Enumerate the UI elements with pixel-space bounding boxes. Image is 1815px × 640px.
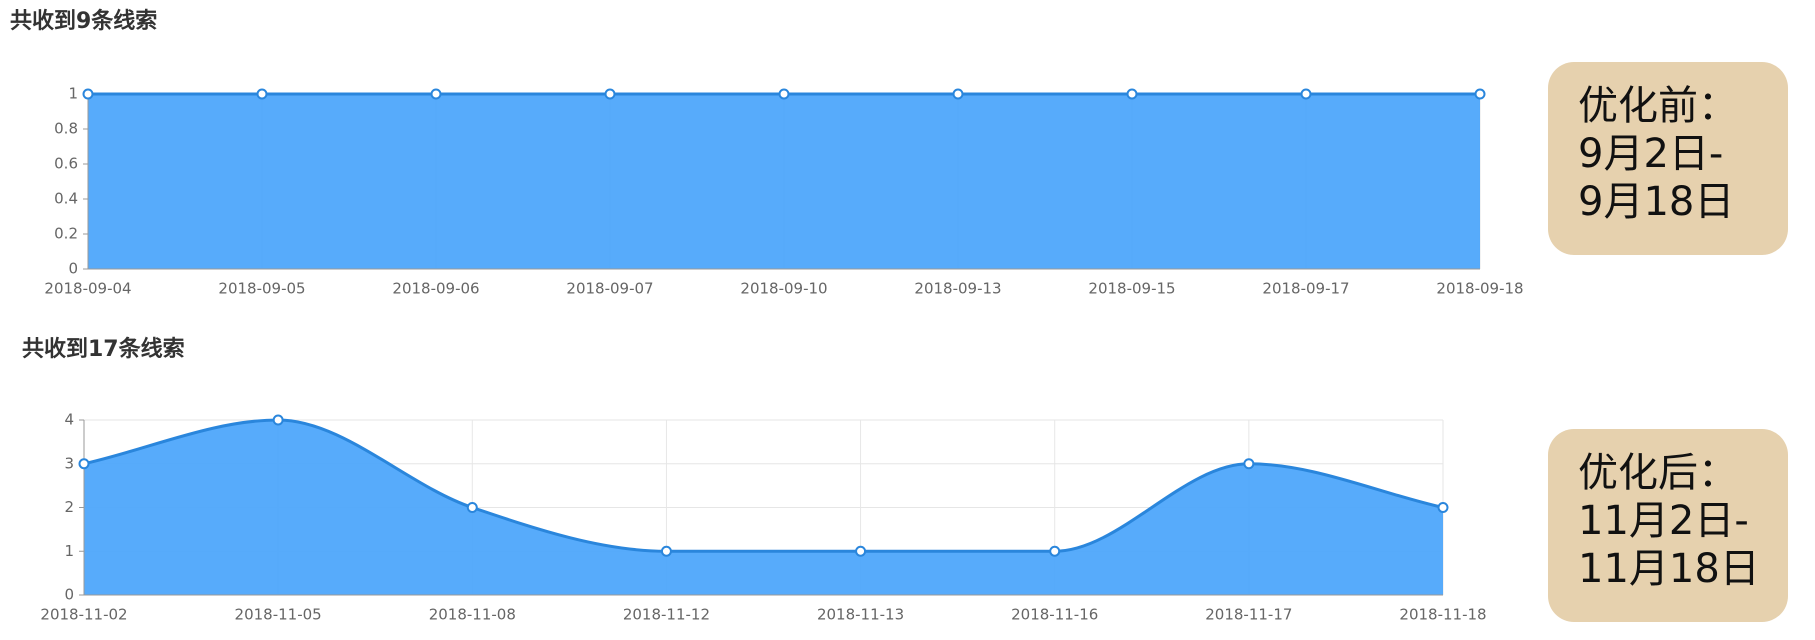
x-tick-label: 2018-09-06 [392,280,479,298]
note-line: 9月2日- [1578,131,1724,177]
x-tick-label: 2018-11-17 [1205,606,1292,624]
note-line: 11月2日- [1578,498,1749,544]
y-tick-label: 0.8 [54,120,78,138]
y-tick-label: 0 [68,260,78,278]
y-tick-label: 1 [68,85,78,103]
y-tick-label: 0 [64,586,74,604]
x-tick-label: 2018-11-16 [1011,606,1098,624]
y-tick-label: 0.2 [54,225,78,243]
x-tick-label: 2018-09-04 [44,280,131,298]
x-tick-label: 2018-09-10 [740,280,827,298]
point [1300,88,1312,100]
note-line: 9月18日 [1578,179,1735,225]
x-tick-label: 2018-09-05 [218,280,305,298]
y-tick-label: 1 [64,542,74,560]
point [78,458,90,470]
area [84,420,1443,595]
x-tick-label: 2018-11-08 [429,606,516,624]
note-after: 优化后： 11月2日- 11月18日 [1548,429,1788,622]
point [1243,458,1255,470]
note-before: 优化前： 9月2日- 9月18日 [1548,62,1788,255]
point [82,88,94,100]
point [430,88,442,100]
x-tick-label: 2018-11-12 [623,606,710,624]
point [604,88,616,100]
x-tick-label: 2018-09-13 [914,280,1001,298]
point [1126,88,1138,100]
x-tick-label: 2018-09-15 [1088,280,1175,298]
point [466,502,478,513]
point [1474,88,1486,100]
point [1437,502,1449,513]
x-tick-label: 2018-09-17 [1262,280,1349,298]
x-tick-label: 2018-11-13 [817,606,904,624]
point [660,545,672,557]
x-tick-label: 2018-09-07 [566,280,653,298]
note-line: 11月18日 [1578,546,1760,592]
chart-title: 共收到17条线索 [22,336,185,362]
point [272,414,284,426]
note-line: 优化后： [1578,450,1738,496]
y-tick-label: 0.4 [54,190,78,208]
point [855,545,867,557]
y-tick-label: 3 [64,454,74,472]
x-tick-label: 2018-11-02 [40,606,127,624]
point [778,88,790,100]
y-tick-label: 0.6 [54,155,78,173]
y-tick-label: 2 [64,498,74,516]
point [256,88,268,100]
note-line: 优化前： [1578,83,1738,129]
x-tick-label: 2018-11-18 [1399,606,1486,624]
chart-title: 共收到9条线索 [10,8,157,34]
x-tick-label: 2018-11-05 [235,606,322,624]
area [88,94,1480,269]
line [83,418,1444,553]
point [952,88,964,100]
y-tick-label: 4 [64,411,74,429]
x-tick-label: 2018-09-18 [1436,280,1523,298]
point [1049,545,1061,557]
